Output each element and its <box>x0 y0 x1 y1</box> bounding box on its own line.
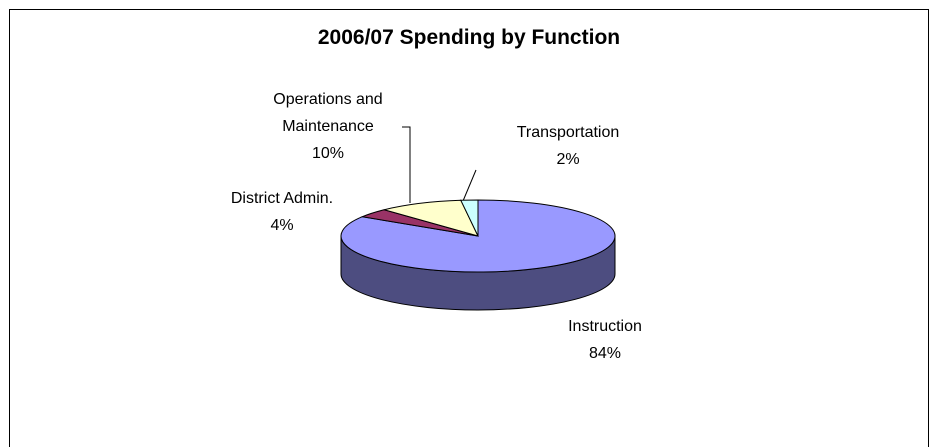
slice-name: Transportation <box>516 124 620 141</box>
pie-slice <box>340 199 616 311</box>
leader-line <box>402 126 411 203</box>
slice-top <box>340 199 616 273</box>
slice-top <box>382 199 479 237</box>
chart-title: 2006/07 Spending by Function <box>317 26 621 49</box>
pie-slice <box>460 199 479 237</box>
slice-label: Instruction 84% <box>535 313 675 367</box>
slice-label: Transportation 2% <box>488 119 648 173</box>
slice-name: District Admin. <box>230 190 334 207</box>
slice-name: Operations and Maintenance <box>273 91 383 135</box>
slice-label: Operations and Maintenance 10% <box>243 86 413 167</box>
leader-line <box>462 169 477 202</box>
slice-value-label: 10% <box>311 145 345 162</box>
slice-value-label: 4% <box>270 217 294 234</box>
pie-slice <box>382 199 479 237</box>
chart-border <box>9 9 929 447</box>
slice-top <box>460 199 479 237</box>
slice-value-label: 2% <box>556 151 580 168</box>
slice-name: Instruction <box>568 318 642 335</box>
slice-label: District Admin. 4% <box>202 185 362 239</box>
slice-value-label: 84% <box>588 345 622 362</box>
